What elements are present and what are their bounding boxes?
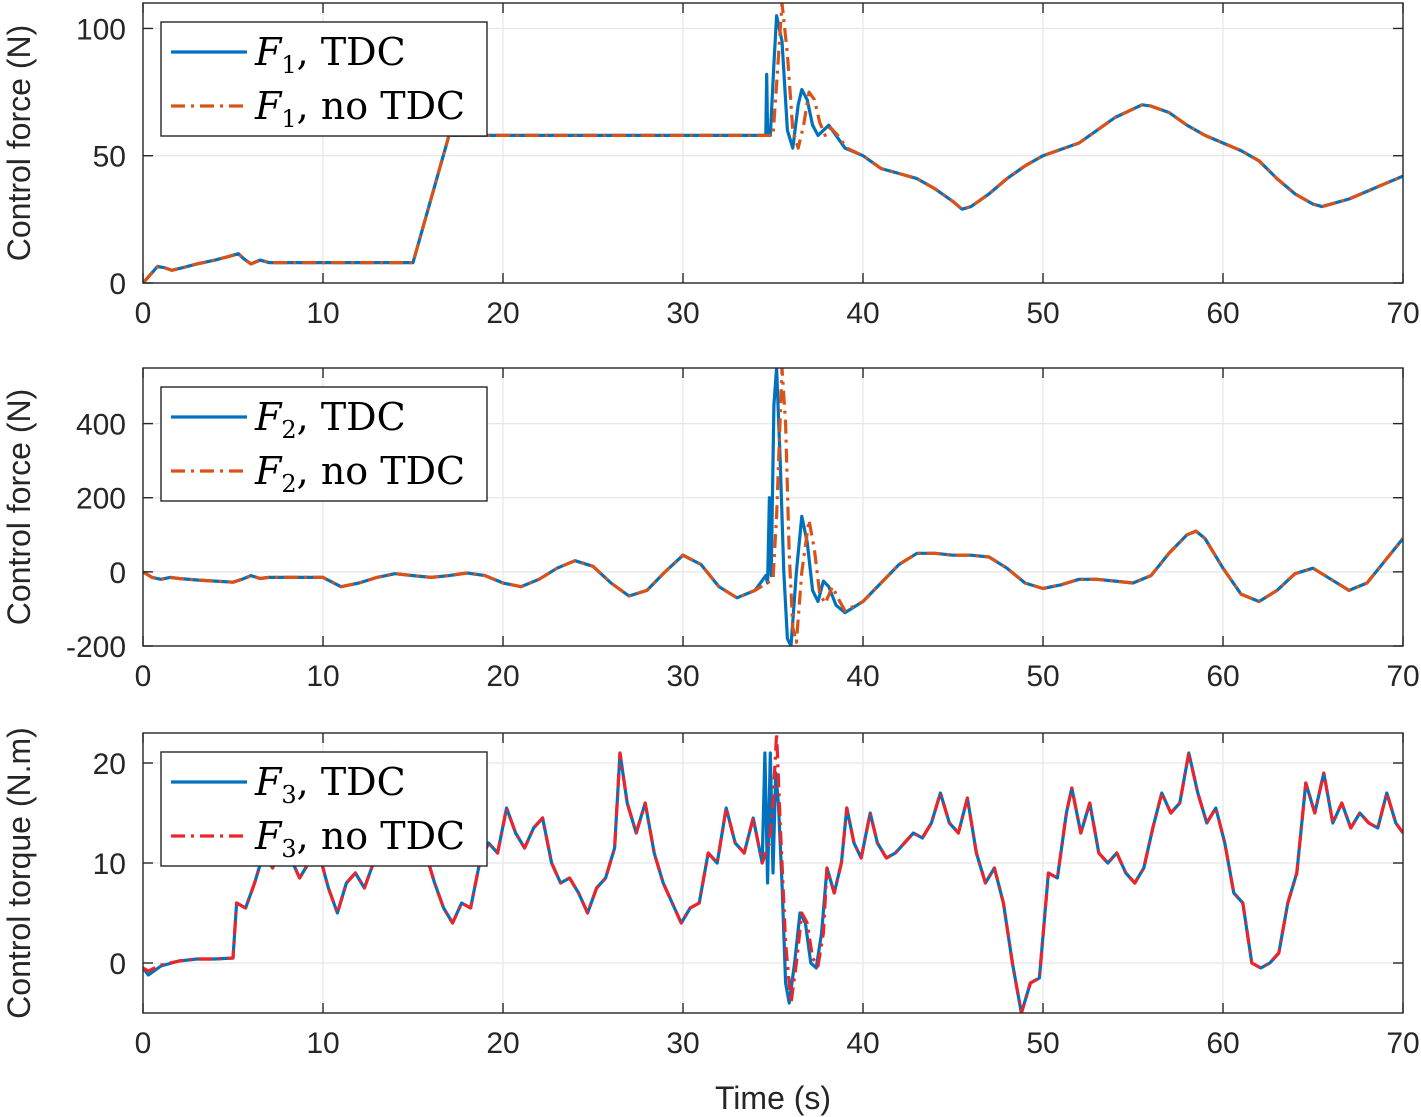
legend-entry: F3, no TDC bbox=[254, 814, 465, 863]
legend-box bbox=[160, 751, 488, 867]
legend: F3, TDC F3, no TDC bbox=[160, 751, 488, 867]
x-tick-label: 50 bbox=[1026, 660, 1059, 693]
x-tick-label: 0 bbox=[135, 660, 152, 693]
x-tick-label: 30 bbox=[666, 1027, 699, 1060]
x-tick-label: 20 bbox=[486, 660, 519, 693]
x-tick-label: 30 bbox=[666, 297, 699, 330]
y-tick-label: -200 bbox=[66, 631, 126, 664]
chart-panel-3: 0 10 20 30 40 50 60 70 0 10 20 Control torque (N.m)… bbox=[1, 727, 1420, 1116]
x-tick-label: 70 bbox=[1386, 660, 1419, 693]
x-axis-label: Time (s) bbox=[715, 1080, 831, 1116]
x-tick-label: 10 bbox=[306, 660, 339, 693]
y-tick-label: 100 bbox=[76, 13, 126, 46]
series-line-no-tdc bbox=[143, 368, 1403, 644]
y-tick-label: 0 bbox=[109, 557, 126, 590]
legend: F1, TDC F1, no TDC bbox=[160, 21, 488, 137]
x-tick-label: 60 bbox=[1206, 1027, 1239, 1060]
y-tick-label: 10 bbox=[93, 848, 126, 881]
series-line-no-tdc bbox=[143, 3, 1403, 283]
y-tick-label: 400 bbox=[76, 409, 126, 442]
x-tick-label: 50 bbox=[1026, 1027, 1059, 1060]
x-tick-label: 30 bbox=[666, 660, 699, 693]
axes-box bbox=[142, 2, 1404, 284]
x-tick-label: 0 bbox=[135, 1027, 152, 1060]
y-tick-label: 20 bbox=[93, 748, 126, 781]
y-axis-label: Control torque (N.m) bbox=[1, 727, 37, 1019]
legend-entry: F1, TDC bbox=[254, 30, 406, 79]
x-tick-label: 40 bbox=[846, 660, 879, 693]
y-tick-label: 0 bbox=[109, 268, 126, 301]
x-tick-label: 60 bbox=[1206, 297, 1239, 330]
x-tick-label: 70 bbox=[1386, 1027, 1419, 1060]
y-tick-label: 200 bbox=[76, 483, 126, 516]
x-tick-label: 40 bbox=[846, 1027, 879, 1060]
x-tick-label: 20 bbox=[486, 297, 519, 330]
x-tick-label: 20 bbox=[486, 1027, 519, 1060]
y-tick-label: 50 bbox=[93, 141, 126, 174]
x-tick-label: 60 bbox=[1206, 660, 1239, 693]
x-tick-label: 70 bbox=[1386, 297, 1419, 330]
legend-box bbox=[160, 21, 488, 137]
x-tick-label: 10 bbox=[306, 297, 339, 330]
legend: F2, TDC F2, no TDC bbox=[160, 386, 488, 502]
legend-box bbox=[160, 386, 488, 502]
x-tick-label: 0 bbox=[135, 297, 152, 330]
axes-box bbox=[142, 367, 1404, 647]
axes-box bbox=[142, 732, 1404, 1014]
legend-entry: F3, TDC bbox=[254, 760, 406, 809]
chart-panel-2: 0 10 20 30 40 50 60 70 -200 0 200 400 Control force … bbox=[1, 367, 1420, 693]
legend-entry: F1, no TDC bbox=[254, 84, 465, 133]
x-tick-label: 50 bbox=[1026, 297, 1059, 330]
y-tick-label: 0 bbox=[109, 948, 126, 981]
legend-entry: F2, no TDC bbox=[254, 449, 465, 498]
legend-entry: F2, TDC bbox=[254, 395, 406, 444]
y-axis-label: Control force (N) bbox=[1, 25, 37, 262]
x-tick-label: 10 bbox=[306, 1027, 339, 1060]
x-tick-label: 40 bbox=[846, 297, 879, 330]
chart-panel-1: 0 10 20 30 40 50 60 70 0 50 100 Control force (N) F1… bbox=[1, 2, 1420, 330]
y-axis-label: Control force (N) bbox=[1, 389, 37, 626]
